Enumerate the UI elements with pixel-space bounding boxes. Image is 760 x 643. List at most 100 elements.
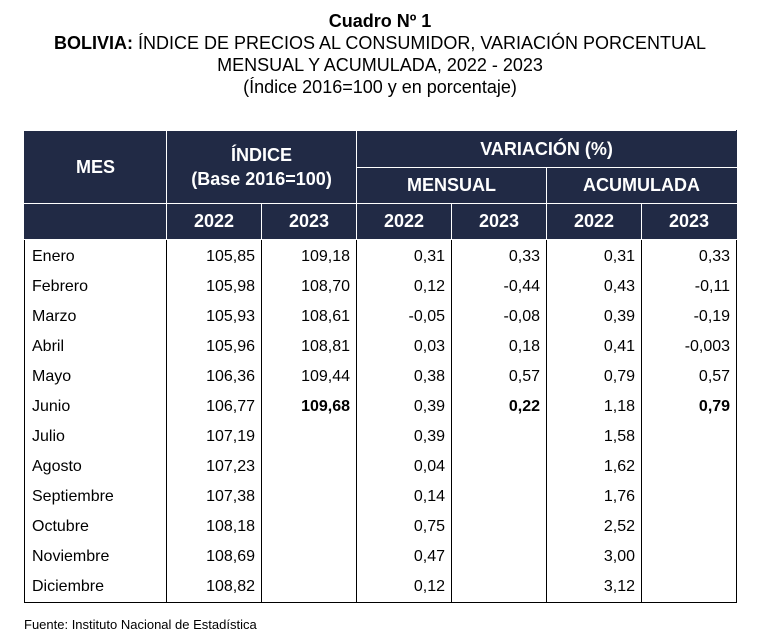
month-cell: Octubre	[24, 512, 167, 542]
indice-2023-cell: 108,70	[260, 272, 358, 302]
table-body: Enero 105,85 109,18 0,31 0,33 0,31 0,33 Febrero…	[24, 239, 738, 603]
title-text: ÍNDICE DE PRECIOS AL CONSUMIDOR, VARIACI…	[132, 33, 707, 53]
table-row: Diciembre 108,82 0,12 3,12	[24, 572, 738, 603]
mensual-2022-cell: 0,03	[356, 332, 453, 362]
source-note: Fuente: Instituto Nacional de Estadístic…	[24, 617, 257, 632]
indice-2022-cell: 108,69	[166, 542, 262, 572]
acumulada-2023-cell: 0,57	[641, 362, 738, 392]
mensual-2023-cell	[451, 482, 548, 512]
table-row: Junio 106,77 109,68 0,39 0,22 1,18 0,79	[24, 392, 738, 422]
table-row: Mayo 106,36 109,44 0,38 0,57 0,79 0,57	[24, 362, 738, 392]
acumulada-2023-cell	[641, 452, 738, 482]
header-year-mensual-2022: 2022	[356, 203, 453, 240]
mensual-2022-cell: 0,14	[356, 482, 453, 512]
mensual-2022-cell: 0,12	[356, 572, 453, 603]
month-cell: Marzo	[24, 302, 167, 332]
indice-2023-cell	[260, 542, 358, 572]
acumulada-2022-cell: 0,41	[546, 332, 643, 362]
acumulada-2022-cell: 3,12	[546, 572, 643, 603]
cpi-table: MES ÍNDICE (Base 2016=100) VARIACIÓN (%)…	[24, 130, 738, 603]
header-indice-title: ÍNDICE	[231, 145, 293, 165]
table-row: Enero 105,85 109,18 0,31 0,33 0,31 0,33	[24, 239, 738, 272]
month-cell: Mayo	[24, 362, 167, 392]
mensual-2022-cell: 0,39	[356, 392, 453, 422]
indice-2023-cell: 108,81	[260, 332, 358, 362]
table-row: Abril 105,96 108,81 0,03 0,18 0,41 -0,003	[24, 332, 738, 362]
mensual-2023-cell: -0,44	[451, 272, 548, 302]
indice-2023-cell: 109,18	[260, 239, 358, 272]
acumulada-2023-cell	[641, 512, 738, 542]
mensual-2022-cell: 0,75	[356, 512, 453, 542]
month-cell: Noviembre	[24, 542, 167, 572]
indice-2022-cell: 108,18	[166, 512, 262, 542]
header-mes-spacer	[24, 203, 167, 240]
indice-2023-cell: 109,44	[260, 362, 358, 392]
mensual-2022-cell: 0,39	[356, 422, 453, 452]
table-title: BOLIVIA: ÍNDICE DE PRECIOS AL CONSUMIDOR…	[0, 32, 760, 54]
header-year-indice-2022: 2022	[166, 203, 262, 240]
header-indice-base: (Base 2016=100)	[191, 169, 332, 189]
mensual-2023-cell	[451, 452, 548, 482]
mensual-2022-cell: 0,38	[356, 362, 453, 392]
indice-2023-cell	[260, 572, 358, 603]
acumulada-2022-cell: 1,58	[546, 422, 643, 452]
acumulada-2023-cell	[641, 542, 738, 572]
indice-2022-cell: 106,36	[166, 362, 262, 392]
mensual-2023-cell: 0,18	[451, 332, 548, 362]
acumulada-2023-cell: -0,19	[641, 302, 738, 332]
mensual-2023-cell	[451, 542, 548, 572]
month-cell: Diciembre	[24, 572, 167, 603]
indice-2022-cell: 107,19	[166, 422, 262, 452]
header-acumulada: ACUMULADA	[546, 167, 738, 204]
header-year-indice-2023: 2023	[260, 203, 358, 240]
table-row: Noviembre 108,69 0,47 3,00	[24, 542, 738, 572]
mensual-2022-cell: 0,04	[356, 452, 453, 482]
indice-2023-cell: 109,68	[260, 392, 358, 422]
acumulada-2022-cell: 0,31	[546, 239, 643, 272]
indice-2023-cell	[260, 482, 358, 512]
table-row: Septiembre 107,38 0,14 1,76	[24, 482, 738, 512]
mensual-2022-cell: 0,12	[356, 272, 453, 302]
month-cell: Febrero	[24, 272, 167, 302]
table-row: Octubre 108,18 0,75 2,52	[24, 512, 738, 542]
acumulada-2022-cell: 1,76	[546, 482, 643, 512]
month-cell: Enero	[24, 239, 167, 272]
month-cell: Septiembre	[24, 482, 167, 512]
mensual-2023-cell: 0,57	[451, 362, 548, 392]
acumulada-2023-cell	[641, 482, 738, 512]
indice-2022-cell: 108,82	[166, 572, 262, 603]
title-units: (Índice 2016=100 y en porcentaje)	[243, 77, 517, 97]
indice-2023-cell	[260, 422, 358, 452]
table-row: Marzo 105,93 108,61 -0,05 -0,08 0,39 -0,19	[24, 302, 738, 332]
table-row: Febrero 105,98 108,70 0,12 -0,44 0,43 -0,11	[24, 272, 738, 302]
acumulada-2023-cell	[641, 422, 738, 452]
mensual-2022-cell: -0,05	[356, 302, 453, 332]
header-year-mensual-2023: 2023	[451, 203, 548, 240]
acumulada-2022-cell: 1,62	[546, 452, 643, 482]
table-row: Agosto 107,23 0,04 1,62	[24, 452, 738, 482]
acumulada-2022-cell: 2,52	[546, 512, 643, 542]
header-mensual: MENSUAL	[356, 167, 548, 204]
header-indice: ÍNDICE (Base 2016=100)	[165, 130, 358, 204]
indice-2022-cell: 105,96	[166, 332, 262, 362]
acumulada-2023-cell: -0,11	[641, 272, 738, 302]
indice-2023-cell	[260, 512, 358, 542]
acumulada-2022-cell: 0,43	[546, 272, 643, 302]
header-variacion: VARIACIÓN (%)	[356, 130, 738, 168]
acumulada-2022-cell: 0,79	[546, 362, 643, 392]
indice-2022-cell: 107,23	[166, 452, 262, 482]
acumulada-2022-cell: 1,18	[546, 392, 643, 422]
acumulada-2023-cell	[641, 572, 738, 603]
indice-2023-cell	[260, 452, 358, 482]
acumulada-2023-cell: 0,79	[641, 392, 738, 422]
month-cell: Agosto	[24, 452, 167, 482]
mensual-2023-cell	[451, 512, 548, 542]
indice-2022-cell: 105,93	[166, 302, 262, 332]
header-year-acumulada-2022: 2022	[546, 203, 643, 240]
header-year-acumulada-2023: 2023	[641, 203, 738, 240]
indice-2022-cell: 107,38	[166, 482, 262, 512]
indice-2022-cell: 106,77	[166, 392, 262, 422]
mensual-2023-cell: 0,33	[451, 239, 548, 272]
table-number: Cuadro Nº 1	[328, 11, 432, 31]
indice-2023-cell: 108,61	[260, 302, 358, 332]
